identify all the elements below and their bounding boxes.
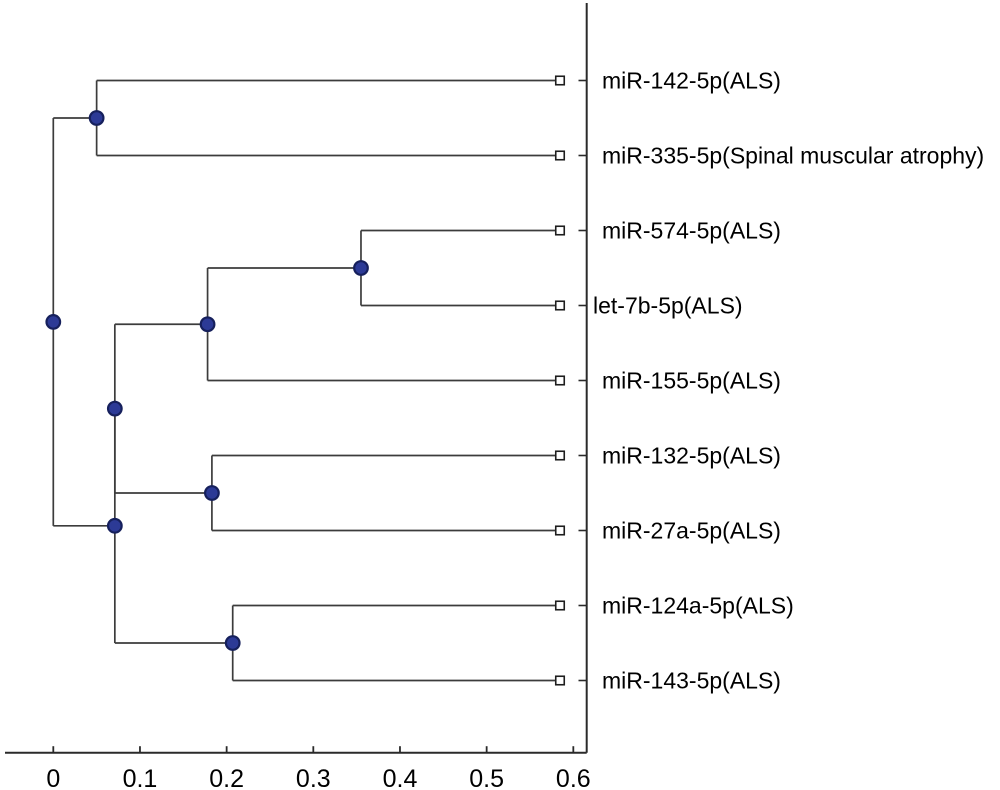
leaf-label: miR-574-5p(ALS) [602,218,781,244]
cluster-node-G [106,517,123,534]
cluster-node-root [45,314,62,330]
axis-tick-label: 0.4 [383,765,418,790]
leaf-marker-icon [554,450,566,461]
cluster-node-B [353,260,369,276]
cluster-node-C [199,316,216,333]
leaf-marker-icon [554,525,566,536]
cluster-node-D [204,485,220,501]
cluster-node-E [224,635,241,651]
leaf-marker-icon [554,300,566,311]
leaf-marker-icon [554,225,566,236]
leaf-marker-icon [554,150,566,161]
leaf-label: let-7b-5p(ALS) [593,293,743,319]
leaf-marker-icon [554,75,566,86]
cluster-node-F [106,400,123,417]
leaf-label: miR-155-5p(ALS) [602,368,781,394]
leaf-marker-icon [554,600,566,611]
leaf-label: miR-143-5p(ALS) [602,668,781,694]
axis-tick-label: 0.5 [469,765,504,790]
leaf-marker-icon [554,375,566,386]
leaf-label: miR-335-5p(Spinal muscular atrophy) [602,143,984,169]
axis-tick-label: 0.1 [123,765,158,790]
leaf-label: miR-132-5p(ALS) [602,443,781,469]
leaf-label: miR-27a-5p(ALS) [602,518,781,544]
leaf-marker-icon [554,675,566,686]
axis-tick-label: 0.2 [209,765,244,790]
cluster-node-A [88,110,105,126]
axis-tick-label: 0.6 [556,765,591,790]
leaf-label: miR-142-5p(ALS) [602,68,781,94]
leaf-label: miR-124a-5p(ALS) [602,593,794,619]
axis-tick-label: 0 [46,765,60,790]
axis-tick-label: 0.3 [296,765,331,790]
